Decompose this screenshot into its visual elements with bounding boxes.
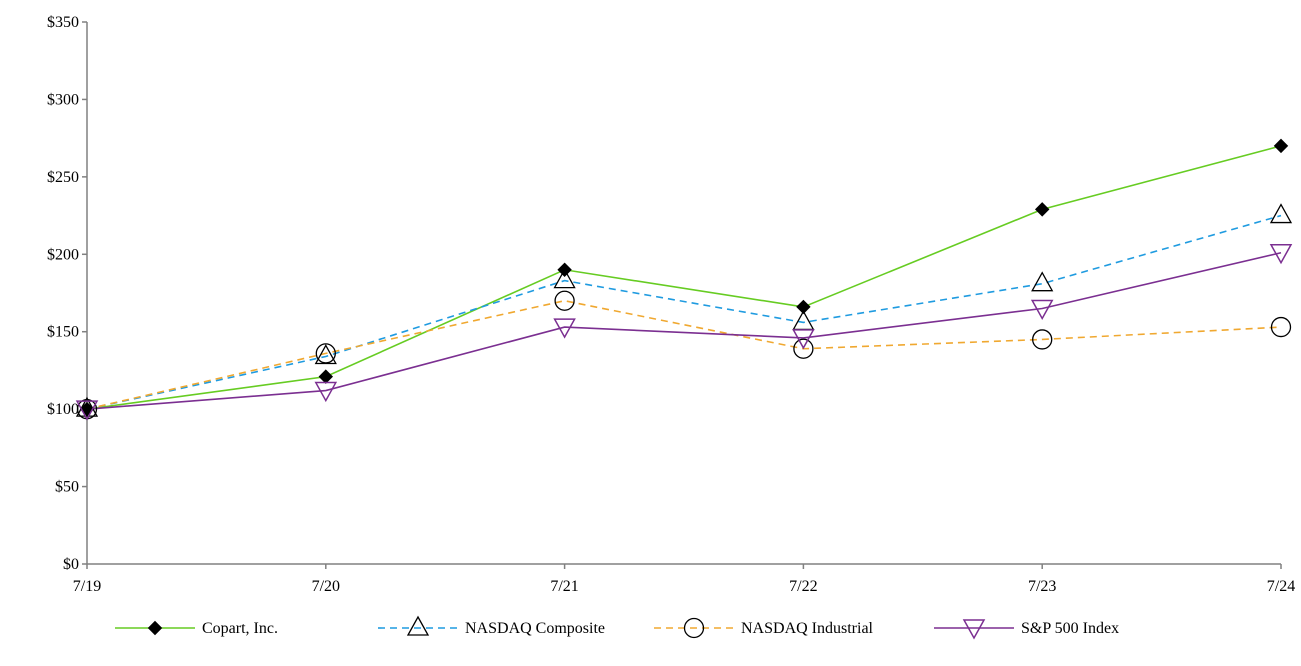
legend-swatch-marker [962, 619, 986, 640]
x-tick-label: 7/21 [550, 578, 578, 595]
data-point-nasdaq-industrial [554, 290, 575, 311]
data-point-copart-inc [796, 299, 811, 315]
data-point-copart-inc [1273, 138, 1289, 154]
y-tick-label: $50 [55, 479, 79, 496]
series-line-nasdaq-composite [86, 214, 1282, 410]
legend-item-s-p-500-index: S&P 500 Index [934, 619, 1119, 640]
series-line-nasdaq-industrial [86, 299, 1282, 410]
x-tick-label: 7/22 [789, 578, 817, 595]
y-tick-label: $200 [47, 246, 79, 263]
legend: Copart, Inc. NASDAQ Composite NASDAQ Indus… [115, 615, 1119, 640]
y-tick-label: $100 [47, 401, 79, 418]
legend-label: NASDAQ Composite [465, 620, 605, 637]
data-point-nasdaq-industrial [1270, 316, 1292, 338]
legend-swatch-marker [406, 615, 430, 636]
series-line-s-p-500-index [86, 251, 1282, 410]
legend-swatch-marker [147, 620, 163, 636]
data-point-nasdaq-composite [314, 344, 337, 365]
y-tick-label: $300 [47, 91, 79, 108]
legend-item-nasdaq-composite: NASDAQ Composite [378, 615, 605, 637]
x-tick-label: 7/20 [312, 578, 340, 595]
axes [86, 22, 1281, 565]
data-point-nasdaq-industrial [1032, 329, 1053, 350]
legend-label: S&P 500 Index [1021, 620, 1119, 637]
legend-swatch-marker [683, 617, 705, 639]
data-point-s-p-500-index [1030, 299, 1054, 321]
x-tick-label: 7/23 [1028, 578, 1056, 595]
data-point-s-p-500-index [553, 318, 576, 339]
y-tick-label: $0 [63, 556, 79, 573]
legend-label: Copart, Inc. [202, 620, 278, 637]
y-tick-label: $150 [47, 324, 79, 341]
data-point-nasdaq-industrial [315, 343, 336, 364]
x-tick-label: 7/24 [1267, 578, 1295, 595]
legend-label: NASDAQ Industrial [741, 620, 874, 637]
x-tick-label: 7/19 [73, 578, 101, 595]
data-point-copart-inc [1034, 202, 1050, 217]
data-point-s-p-500-index [792, 329, 815, 350]
series-line-copart-inc [86, 145, 1282, 410]
y-tick-label: $350 [47, 14, 79, 31]
data-point-nasdaq-composite [1269, 203, 1293, 224]
data-point-copart-inc [79, 401, 95, 417]
y-ticks: $0 $50 $100 $150 $200 $250 $300 $350 [47, 14, 87, 573]
data-point-nasdaq-composite [553, 268, 576, 289]
data-point-copart-inc [318, 369, 334, 384]
series-lines [86, 145, 1282, 410]
data-point-s-p-500-index [75, 400, 99, 421]
series-markers [75, 138, 1293, 421]
data-point-nasdaq-industrial [793, 338, 814, 359]
x-ticks: 7/19 7/20 7/21 7/22 7/23 7/24 [73, 564, 1295, 595]
legend-item-copart-inc: Copart, Inc. [115, 620, 278, 637]
data-point-nasdaq-composite [1031, 271, 1054, 292]
data-point-nasdaq-composite [75, 396, 99, 417]
data-point-s-p-500-index [1269, 243, 1293, 265]
y-tick-label: $250 [47, 169, 79, 186]
legend-item-nasdaq-industrial: NASDAQ Industrial [654, 617, 874, 639]
data-point-s-p-500-index [314, 381, 338, 403]
